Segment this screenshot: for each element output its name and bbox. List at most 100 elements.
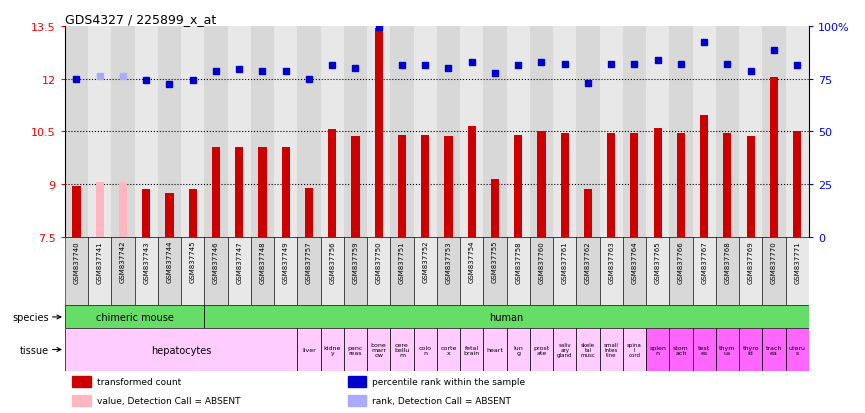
- Bar: [623, 237, 646, 306]
- Text: GSM837752: GSM837752: [422, 240, 428, 283]
- Bar: [529, 329, 553, 371]
- Bar: [390, 237, 413, 306]
- Text: saliv
ary
gland: saliv ary gland: [557, 342, 573, 357]
- Bar: [561, 134, 569, 237]
- Bar: [96, 183, 104, 237]
- Bar: [700, 116, 708, 237]
- Bar: [739, 329, 762, 371]
- Bar: [390, 27, 413, 237]
- Bar: [158, 27, 181, 237]
- Bar: [553, 27, 576, 237]
- Bar: [676, 134, 685, 237]
- Bar: [344, 237, 367, 306]
- Bar: [189, 190, 197, 237]
- Bar: [514, 135, 522, 237]
- Bar: [274, 237, 298, 306]
- Text: spina
l
cord: spina l cord: [627, 342, 642, 357]
- Text: chimeric mouse: chimeric mouse: [96, 312, 174, 322]
- Bar: [298, 329, 321, 371]
- Text: trach
ea: trach ea: [766, 345, 782, 355]
- Bar: [351, 137, 360, 237]
- Bar: [73, 395, 91, 406]
- Bar: [142, 190, 151, 237]
- Bar: [646, 27, 670, 237]
- Bar: [112, 27, 135, 237]
- Text: GSM837755: GSM837755: [492, 240, 498, 283]
- Bar: [484, 237, 507, 306]
- Bar: [119, 183, 127, 237]
- Text: GSM837746: GSM837746: [213, 240, 219, 283]
- Text: GSM837741: GSM837741: [97, 240, 103, 283]
- Text: GSM837749: GSM837749: [283, 240, 289, 283]
- Bar: [529, 27, 553, 237]
- Text: tissue: tissue: [20, 345, 48, 355]
- Bar: [670, 329, 693, 371]
- Bar: [537, 132, 546, 237]
- Bar: [367, 329, 390, 371]
- Bar: [390, 329, 413, 371]
- Text: test
es: test es: [698, 345, 710, 355]
- Text: GSM837744: GSM837744: [166, 240, 172, 283]
- Bar: [437, 27, 460, 237]
- Bar: [204, 27, 227, 237]
- Text: uteru
s: uteru s: [789, 345, 805, 355]
- Bar: [553, 237, 576, 306]
- Text: GSM837771: GSM837771: [794, 240, 800, 283]
- Bar: [746, 137, 755, 237]
- Bar: [227, 27, 251, 237]
- Bar: [112, 237, 135, 306]
- Text: GSM837748: GSM837748: [260, 240, 266, 283]
- Text: GSM837761: GSM837761: [561, 240, 567, 283]
- Text: GSM837743: GSM837743: [144, 240, 150, 283]
- Text: GSM837760: GSM837760: [538, 240, 544, 283]
- Text: GSM837762: GSM837762: [585, 240, 591, 283]
- Bar: [65, 329, 298, 371]
- Bar: [73, 186, 80, 237]
- Bar: [437, 237, 460, 306]
- Bar: [304, 189, 313, 237]
- Bar: [507, 27, 530, 237]
- Bar: [762, 329, 785, 371]
- Text: value, Detection Call = ABSENT: value, Detection Call = ABSENT: [97, 396, 240, 405]
- Bar: [785, 237, 809, 306]
- Bar: [716, 237, 739, 306]
- Bar: [181, 237, 204, 306]
- Text: GSM837770: GSM837770: [771, 240, 777, 283]
- Bar: [328, 130, 336, 237]
- Text: GSM837753: GSM837753: [445, 240, 452, 283]
- Bar: [348, 376, 366, 387]
- Bar: [623, 27, 646, 237]
- Bar: [348, 395, 366, 406]
- Bar: [739, 237, 762, 306]
- Bar: [413, 329, 437, 371]
- Bar: [646, 237, 670, 306]
- Text: heart: heart: [486, 347, 503, 352]
- Bar: [437, 329, 460, 371]
- Bar: [65, 237, 88, 306]
- Bar: [739, 27, 762, 237]
- Bar: [88, 237, 112, 306]
- Bar: [576, 27, 599, 237]
- Bar: [484, 329, 507, 371]
- Text: GSM837740: GSM837740: [74, 240, 80, 283]
- Text: cere
bellu
m: cere bellu m: [394, 342, 410, 357]
- Text: thyro
id: thyro id: [742, 345, 759, 355]
- Bar: [693, 329, 716, 371]
- Bar: [282, 148, 290, 237]
- Bar: [204, 306, 809, 329]
- Text: species: species: [12, 312, 48, 322]
- Bar: [367, 27, 390, 237]
- Text: GDS4327 / 225899_x_at: GDS4327 / 225899_x_at: [65, 13, 216, 26]
- Text: GSM837742: GSM837742: [120, 240, 126, 283]
- Text: GSM837766: GSM837766: [678, 240, 684, 283]
- Text: hepatocytes: hepatocytes: [151, 345, 211, 355]
- Bar: [646, 329, 670, 371]
- Text: skele
tal
musc: skele tal musc: [580, 342, 595, 357]
- Bar: [158, 237, 181, 306]
- Bar: [693, 237, 716, 306]
- Bar: [654, 128, 662, 237]
- Bar: [398, 135, 406, 237]
- Bar: [445, 137, 452, 237]
- Bar: [484, 27, 507, 237]
- Bar: [770, 78, 778, 237]
